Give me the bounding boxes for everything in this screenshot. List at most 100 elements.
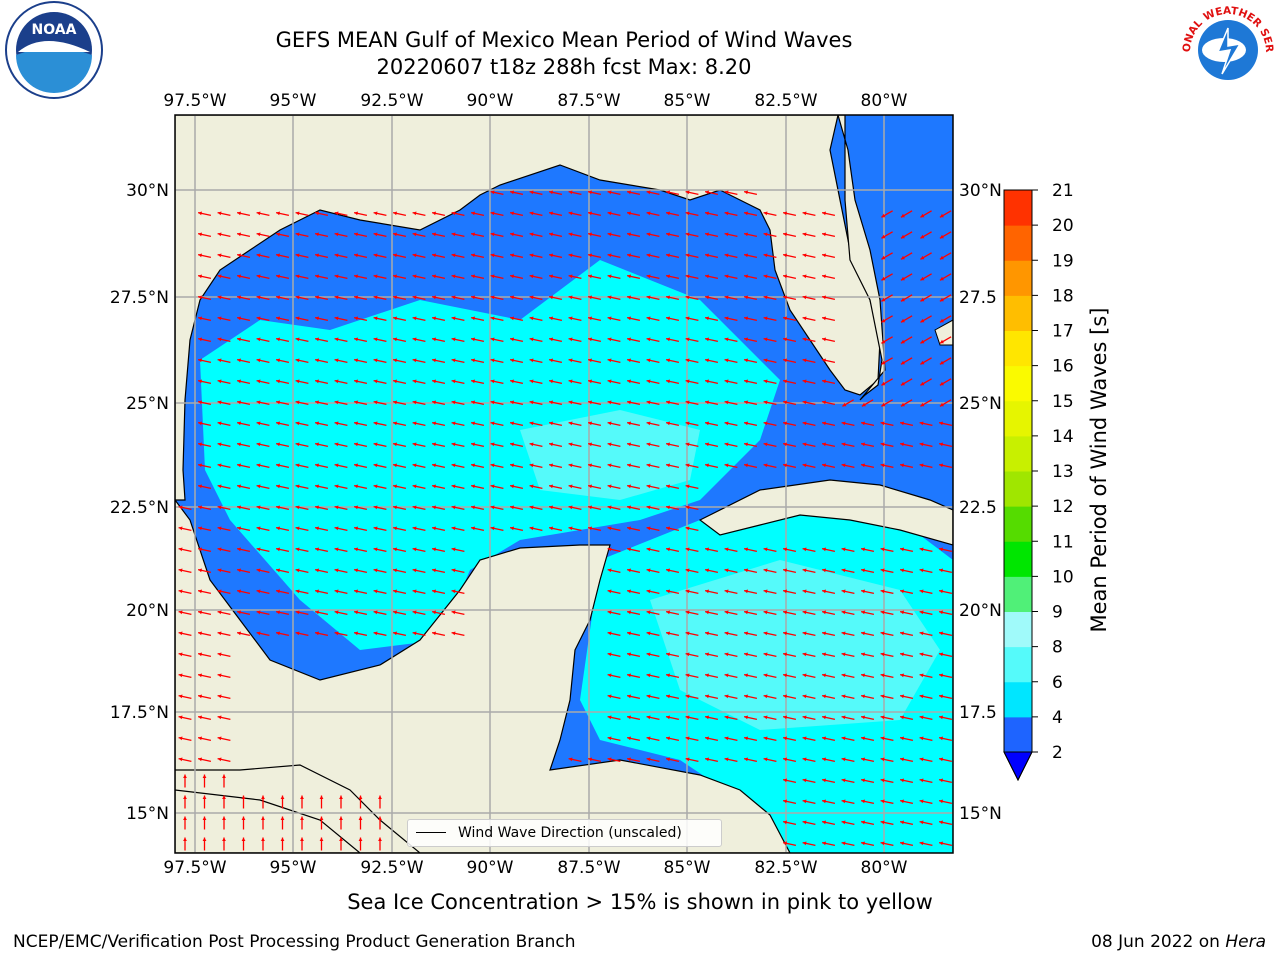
wind-wave-arrowhead [256,295,261,300]
wind-wave-arrowhead [802,694,807,699]
wind-wave-arrowhead [315,295,319,300]
wind-wave-arrowhead [529,253,534,258]
wind-wave-arrowhead [217,253,222,258]
wind-wave-arrowhead [490,358,495,363]
wind-wave-arrowhead [802,400,807,405]
wind-wave-arrowhead [920,402,925,407]
wind-wave-arrowhead [900,631,904,636]
wind-wave-arrowhead [237,589,241,594]
wind-wave-arrowhead [627,757,631,762]
ocean-band-6-8 [520,410,700,500]
wind-wave-arrowhead [529,484,534,489]
wind-wave-arrowhead [881,381,886,386]
wind-wave-arrowhead [705,463,709,468]
wind-wave-arrowhead [841,736,846,741]
wind-wave-arrowhead [451,547,456,552]
wind-wave-arrowhead [627,295,631,300]
wind-wave-arrowhead [529,232,534,237]
wind-wave-arrowhead [471,295,475,300]
wind-wave-arrowhead [588,337,592,342]
wind-wave-arrowhead [783,778,787,783]
wind-wave-arrowhead [939,610,943,615]
wind-wave-arrowhead [432,358,436,363]
wind-wave-arrowhead [841,652,846,657]
colorbar-under-arrow [1003,751,1033,782]
wind-wave-arrowhead [295,358,300,363]
wind-wave-arrowhead [646,232,651,237]
wind-wave-arrowhead [315,484,319,489]
wind-wave-arrowhead [334,316,339,321]
wind-wave-arrowhead [841,589,846,594]
wind-wave-arrowhead [685,463,690,468]
wind-wave-arrowhead [646,631,651,636]
wind-wave-arrowhead [568,190,573,195]
wind-wave-arrowhead [451,442,456,447]
colorbar-segment [1004,260,1032,296]
wind-wave-arrowhead [334,484,339,489]
wind-wave-arrowhead [919,652,924,657]
wind-wave-arrowhead [412,232,417,237]
wind-wave-arrowhead [256,484,261,489]
wind-wave-arrowhead [315,337,319,342]
wind-wave-arrowhead [354,442,358,447]
wind-wave-arrowhead [315,253,319,258]
lon-ticks-top: 97.5°W 95°W 92.5°W 90°W 87.5°W 85°W 82.5… [163,91,907,111]
wind-wave-arrowhead [939,547,943,552]
wind-wave-arrowhead [607,190,612,195]
wind-wave-arrowhead [217,232,222,237]
wind-wave-arrowhead [471,316,475,321]
wind-wave-arrowhead [237,631,241,636]
wind-wave-arrowhead [315,316,319,321]
wind-wave-arrowhead [217,337,222,342]
wind-wave-arrowhead [685,400,690,405]
wind-wave-arrowhead [607,400,612,405]
wind-wave-arrowhead [744,610,748,615]
wind-wave-arrowhead [451,274,456,279]
wind-wave-arrowhead [666,736,670,741]
wind-wave-arrowhead [841,694,846,699]
wind-wave-arrowhead [334,232,339,237]
wind-wave-arrowhead [666,295,670,300]
wind-wave-arrowhead [627,673,631,678]
wind-wave-arrowhead [724,568,729,573]
wind-wave-arrowhead [276,274,280,279]
wind-wave-arrows [178,190,953,851]
wind-wave-arrowhead [412,421,417,426]
wind-wave-arrowhead [334,547,339,552]
wind-wave-arrowhead [568,526,573,531]
wind-wave-arrowhead [315,463,319,468]
wind-wave-arrowhead [763,316,768,321]
wind-wave-arrowhead [783,379,787,384]
wind-wave-arrowhead [627,400,631,405]
colorbar-tick-label: 17 [1052,322,1074,342]
wind-wave-arrowhead [666,316,670,321]
wind-wave-arrowhead [919,421,924,426]
wind-wave-arrowhead [900,799,904,804]
wind-wave-arrowhead [334,274,339,279]
wind-wave-arrowhead [900,820,904,825]
wind-wave-arrowhead [315,589,319,594]
lon-tick-bottom: 92.5°W [360,858,423,878]
wind-wave-arrowhead [685,316,690,321]
wind-wave-arrowhead [841,778,846,783]
wind-wave-arrowhead [471,400,475,405]
lon-tick-bottom: 90°W [467,858,514,878]
wind-wave-arrowhead [724,610,729,615]
wind-wave-arrowhead [646,736,651,741]
wind-wave-arrowhead [646,568,651,573]
lat-tick-left: 17.5°N [110,703,169,723]
wind-wave-arrowhead [295,316,300,321]
wind-wave-arrowhead [568,274,573,279]
wind-wave-arrowhead [393,232,397,237]
wind-wave-arrowhead [900,297,905,302]
wind-wave-arrowhead [724,421,729,426]
wind-wave-arrowhead [451,358,456,363]
wind-wave-arrowhead [549,337,553,342]
wind-wave-arrowhead [373,316,378,321]
wind-wave-arrowhead [373,295,378,300]
wind-wave-arrowhead [393,295,397,300]
wind-wave-arrowhead [373,526,378,531]
wind-wave-arrowhead [222,774,226,778]
wind-wave-arrowhead [724,232,729,237]
wind-wave-arrowhead [261,816,265,820]
